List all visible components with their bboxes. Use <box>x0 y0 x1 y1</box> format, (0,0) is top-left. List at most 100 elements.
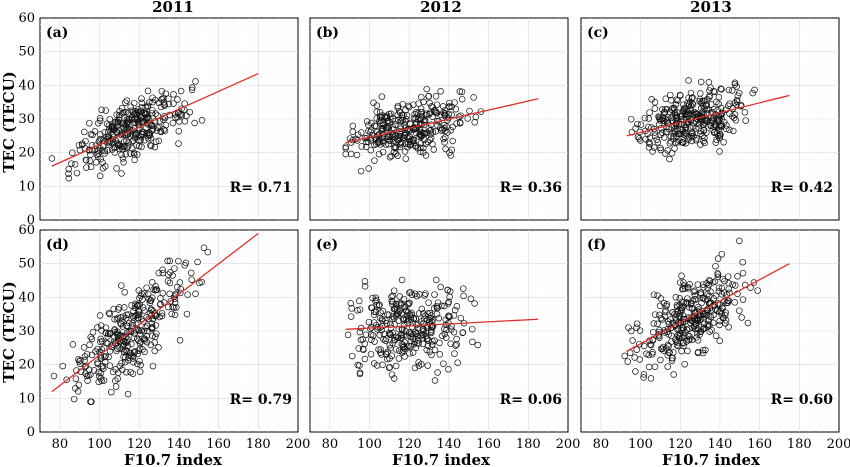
scatter-point <box>379 361 386 369</box>
scatter-point <box>122 99 129 106</box>
scatter-point <box>157 300 164 308</box>
x-tick-label: 140 <box>437 437 462 452</box>
scatter-point <box>374 139 381 146</box>
scatter-point <box>738 314 745 321</box>
scatter-point <box>690 111 698 119</box>
scatter-point <box>667 316 674 323</box>
scatter-point <box>434 299 442 306</box>
scatter-point <box>402 115 410 123</box>
scatter-point <box>431 107 438 114</box>
scatter-point <box>399 116 406 124</box>
scatter-point <box>750 279 758 286</box>
scatter-point <box>674 339 682 346</box>
scatter-point <box>425 93 432 100</box>
scatter-point <box>92 159 100 166</box>
scatter-point <box>148 122 156 129</box>
scatter-point <box>157 128 165 136</box>
scatter-point <box>398 276 406 284</box>
scatter-point <box>459 329 466 337</box>
scatter-point <box>441 330 449 338</box>
scatter-point <box>165 100 173 108</box>
scatter-point <box>130 334 138 341</box>
scatter-point <box>170 100 177 107</box>
scatter-point <box>98 337 106 345</box>
scatter-point <box>682 140 690 147</box>
scatter-point <box>383 124 390 132</box>
scatter-point <box>189 84 196 91</box>
scatter-point <box>151 286 159 294</box>
scatter-point <box>448 111 455 119</box>
scatter-point <box>654 139 662 146</box>
scatter-point <box>171 299 179 306</box>
scatter-point <box>135 327 143 334</box>
scatter-point <box>376 314 384 322</box>
scatter-point <box>378 93 386 100</box>
scatter-point <box>689 123 697 130</box>
scatter-point <box>390 287 398 294</box>
scatter-point <box>636 356 644 363</box>
scatter-point <box>347 300 355 307</box>
scatter-point <box>421 116 429 124</box>
scatter-point <box>693 330 701 337</box>
scatter-point <box>714 255 722 262</box>
scatter-point <box>405 300 413 308</box>
scatter-point <box>431 377 439 384</box>
scatter-point <box>123 144 130 152</box>
scatter-point <box>97 335 104 343</box>
x-axis-label-col1: F10.7 index <box>124 451 223 467</box>
scatter-point <box>410 115 418 122</box>
scatter-point <box>726 126 733 134</box>
scatter-point <box>678 138 686 146</box>
scatter-point <box>123 97 131 104</box>
scatter-point <box>371 338 378 345</box>
scatter-point <box>95 150 102 157</box>
scatter-point <box>342 143 349 151</box>
scatter-point <box>636 340 643 348</box>
panel-b: (b) R= 0.36 <box>309 17 569 221</box>
scatter-point <box>408 137 415 144</box>
scatter-point <box>659 114 667 122</box>
scatter-point <box>188 86 196 94</box>
scatter-point <box>660 347 667 354</box>
scatter-point <box>679 285 687 293</box>
scatter-point <box>708 307 715 315</box>
scatter-point <box>674 342 682 350</box>
scatter-point <box>719 305 726 312</box>
scatter-point <box>700 97 707 105</box>
scatter-point <box>387 324 395 332</box>
scatter-point <box>718 284 726 292</box>
scatter-point <box>96 312 104 319</box>
scatter-point <box>390 148 398 156</box>
scatter-point <box>710 295 718 302</box>
scatter-point <box>749 89 756 97</box>
scatter-point <box>385 140 392 148</box>
scatter-point <box>650 320 658 327</box>
scatter-point <box>174 96 181 103</box>
scatter-point <box>417 144 424 152</box>
scatter-point <box>157 103 165 111</box>
scatter-point <box>160 94 167 102</box>
scatter-point <box>696 95 704 103</box>
scatter-point <box>647 341 654 348</box>
scatter-point <box>166 279 174 287</box>
scatter-point <box>376 301 383 309</box>
scatter-point <box>373 362 381 369</box>
scatter-point <box>650 144 658 151</box>
scatter-point <box>116 142 124 150</box>
scatter-point <box>106 310 113 318</box>
scatter-point <box>683 299 690 306</box>
scatter-point <box>441 139 448 146</box>
scatter-point <box>685 336 693 344</box>
scatter-point <box>92 348 99 355</box>
scatter-point <box>717 131 724 138</box>
scatter-point <box>394 152 401 160</box>
panel-a: 0 10 20 30 40 50 60 (a) R= 0.71 <box>18 11 299 228</box>
scatter-point <box>116 111 123 119</box>
scatter-point <box>411 290 419 298</box>
scatter-point <box>159 266 166 274</box>
scatter-point <box>353 151 361 159</box>
scatter-point <box>140 109 148 116</box>
scatter-point <box>657 356 664 364</box>
scatter-point <box>687 317 695 324</box>
scatter-point <box>430 305 438 312</box>
